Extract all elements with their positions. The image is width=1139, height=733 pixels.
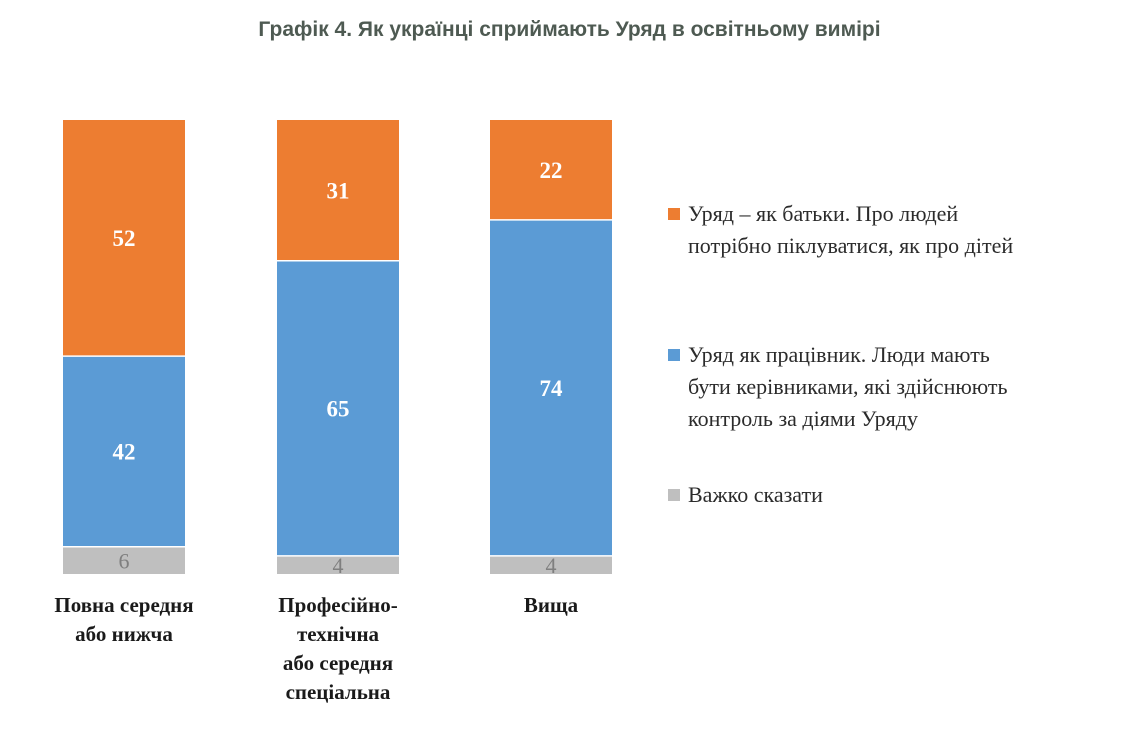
data-label: 22 — [540, 158, 563, 183]
legend-swatch-orange-icon — [668, 208, 680, 220]
bar-segment — [277, 555, 399, 574]
data-label: 52 — [113, 226, 136, 251]
bar-segment — [277, 260, 399, 556]
data-label: 6 — [119, 548, 130, 573]
data-label: 4 — [333, 553, 344, 578]
data-label: 31 — [327, 178, 350, 203]
data-label: 65 — [327, 396, 350, 421]
chart-title: Графік 4. Як українці сприймають Уряд в … — [258, 18, 881, 41]
data-label: 4 — [546, 553, 557, 578]
category-label: Вища — [456, 591, 646, 620]
category-label-line: технічна — [296, 622, 380, 646]
legend-line: Важко сказати — [688, 482, 823, 507]
data-label: 74 — [540, 376, 564, 401]
bar-segment — [277, 120, 399, 261]
legend-line: потрібно піклуватися, як про дітей — [688, 233, 1014, 258]
category-label: Повна середня або нижча — [29, 591, 219, 649]
category-label-line: або середня — [282, 651, 394, 675]
category-label: Професійно-технічна або середня спеціальна — [243, 591, 433, 707]
legend-line: контроль за діями Уряду — [688, 406, 918, 431]
category-label-line: спеціальна — [285, 680, 391, 704]
bar-segment — [63, 546, 185, 574]
legend-swatch-blue-icon — [668, 349, 680, 361]
bar-segment — [63, 120, 185, 357]
legend-line: бути керівниками, які здійснюють — [688, 374, 1008, 399]
category-label-line: Вища — [523, 593, 579, 617]
data-label: 42 — [113, 439, 136, 464]
legend-line: Уряд – як батьки. Про людей — [688, 201, 959, 226]
category-label-line: Повна середня — [54, 593, 194, 617]
bar-segment — [490, 219, 612, 556]
bar-segment — [490, 555, 612, 574]
legend-line: Уряд як працівник. Люди мають — [688, 342, 990, 367]
bar-segment — [63, 356, 185, 547]
category-label-line: або нижча — [75, 622, 173, 646]
legend-swatch-gray-icon — [668, 489, 680, 501]
bar-segment — [490, 120, 612, 220]
category-label-line: Професійно- — [278, 593, 398, 617]
